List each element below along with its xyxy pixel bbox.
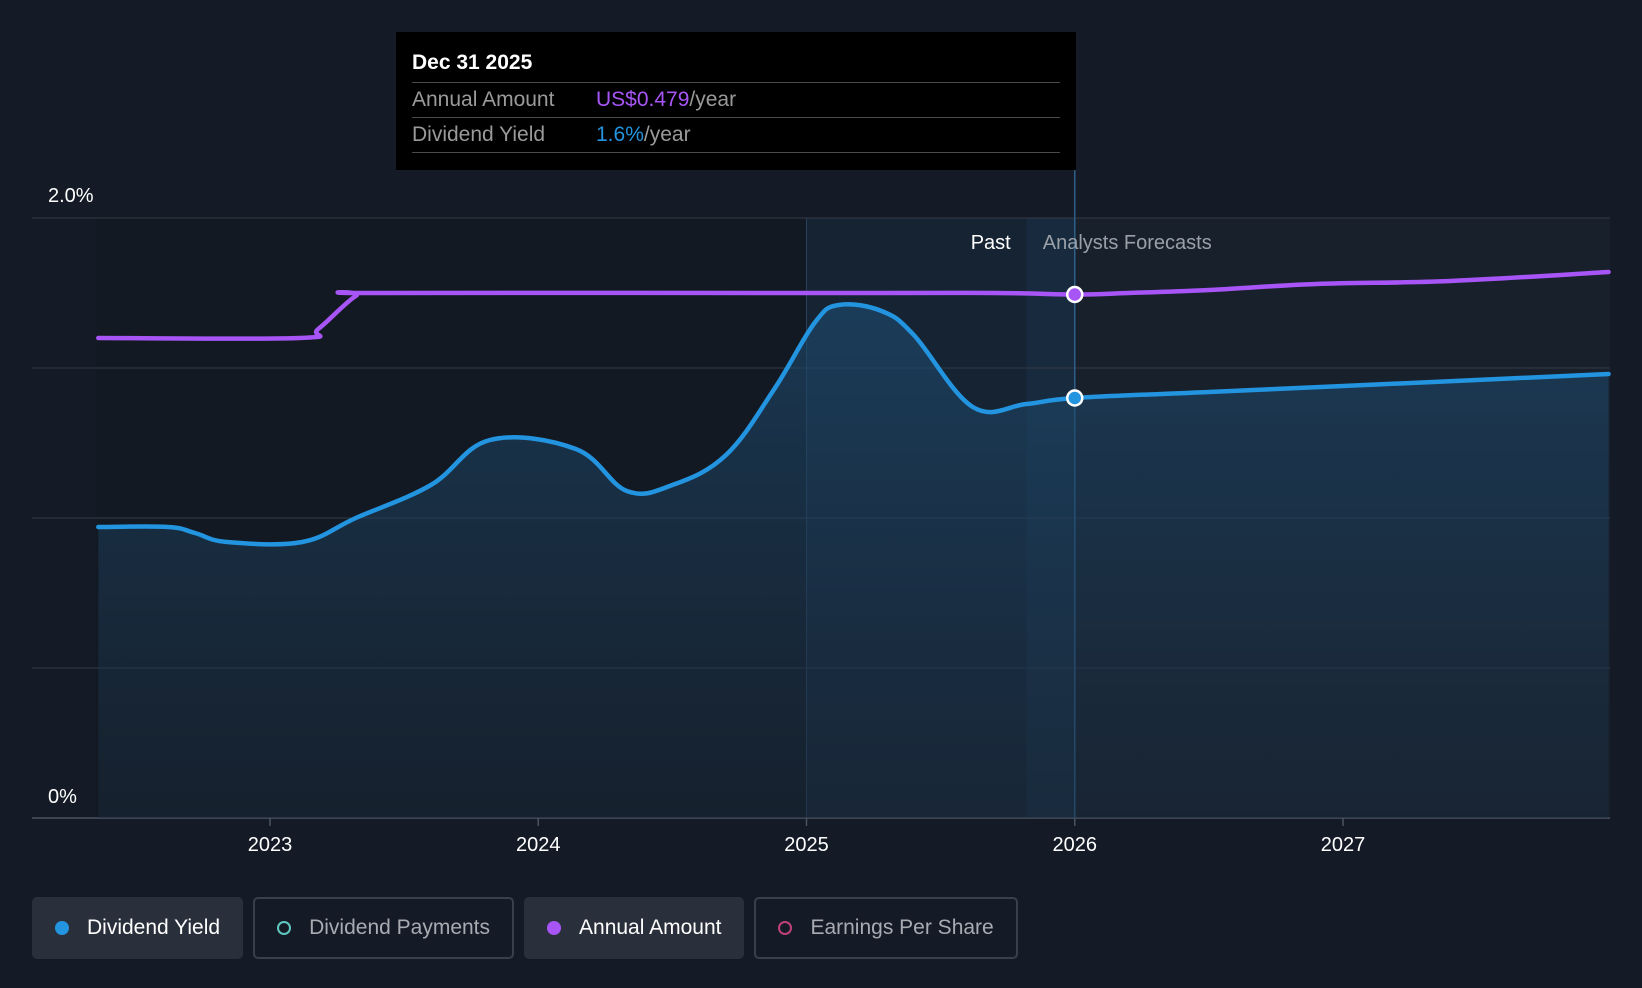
x-tick-label: 2027: [1321, 834, 1366, 856]
legend-earnings-per-share[interactable]: Earnings Per Share: [754, 897, 1018, 959]
annual-amount-hover-marker: [1066, 285, 1084, 304]
hover-tooltip: Dec 31 2025 Annual Amount US$0.479 /year…: [396, 32, 1076, 170]
tooltip-row-dividend-yield: Dividend Yield 1.6% /year: [412, 118, 1060, 153]
chart-legend: Dividend Yield Dividend Payments Annual …: [32, 897, 1018, 959]
dividend-yield-line: [96, 302, 1611, 547]
legend-label: Dividend Payments: [309, 916, 491, 939]
tooltip-suffix: /year: [689, 88, 737, 111]
x-tick-label: 2024: [516, 834, 561, 856]
y-tick-label: 0%: [48, 786, 77, 808]
x-tick-label: 2026: [1053, 834, 1098, 856]
tooltip-label: Annual Amount: [412, 88, 555, 111]
legend-annual-amount[interactable]: Annual Amount: [524, 897, 745, 959]
tooltip-row-annual-amount: Annual Amount US$0.479 /year: [412, 83, 1060, 118]
legend-label: Earnings Per Share: [810, 916, 994, 939]
dividend-yield-area: [98, 304, 1609, 818]
x-tick-label: 2023: [248, 834, 293, 856]
annual-amount-line: [96, 269, 1611, 341]
y-tick-label: 2.0%: [48, 185, 94, 207]
legend-dividend-payments[interactable]: Dividend Payments: [253, 897, 515, 959]
forecast-label: Analysts Forecasts: [1043, 232, 1212, 254]
legend-label: Dividend Yield: [87, 916, 221, 939]
legend-ring-icon: [277, 921, 292, 935]
legend-label: Annual Amount: [579, 916, 722, 939]
tooltip-value: 1.6%: [596, 123, 644, 146]
dividend-yield-hover-marker: [1066, 389, 1084, 407]
tooltip-label: Dividend Yield: [412, 123, 546, 146]
legend-ring-icon: [778, 921, 793, 935]
legend-dividend-yield[interactable]: Dividend Yield: [32, 897, 244, 959]
legend-dot-icon: [547, 921, 562, 935]
legend-dot-icon: [55, 921, 69, 935]
x-tick-label: 2025: [784, 834, 829, 856]
tooltip-date: Dec 31 2025: [412, 48, 1060, 83]
past-label: Past: [971, 232, 1011, 254]
tooltip-value: US$0.479: [596, 88, 690, 111]
tooltip-suffix: /year: [643, 123, 691, 146]
